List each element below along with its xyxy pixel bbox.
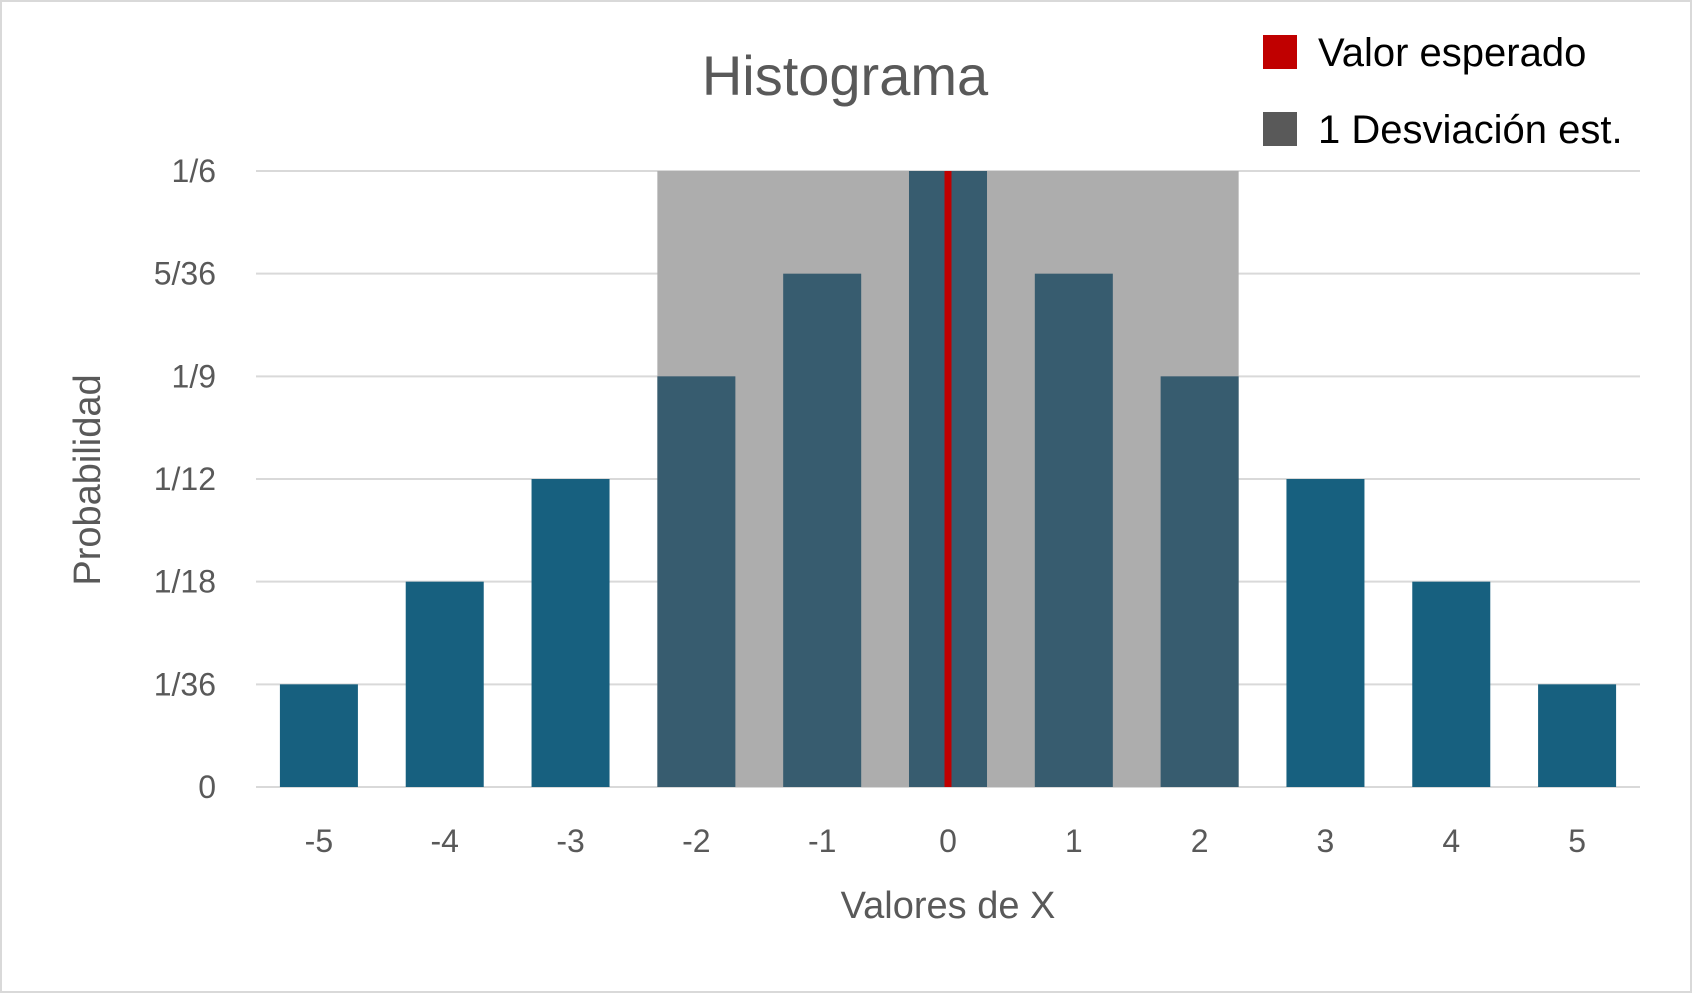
y-tick-label: 1/36 (154, 666, 216, 702)
bar-4 (1412, 581, 1491, 787)
y-tick-label: 1/12 (154, 461, 216, 497)
legend-swatch (1263, 35, 1297, 69)
y-axis-tick-labels: 0 1/36 1/18 1/12 1/9 5/36 1/6 (154, 153, 216, 805)
x-tick-label: 4 (1442, 823, 1460, 859)
bar--5 (279, 684, 358, 787)
x-tick-label: 2 (1191, 823, 1209, 859)
x-tick-label: -2 (682, 823, 710, 859)
x-tick-label: -3 (556, 823, 584, 859)
legend-swatch (1263, 112, 1297, 146)
bar--2 (657, 376, 736, 787)
bar-5 (1538, 684, 1617, 787)
x-tick-label: 5 (1568, 823, 1586, 859)
y-axis-title: Probabilidad (67, 374, 109, 585)
bar-1 (1034, 273, 1113, 787)
x-axis-title: Valores de X (841, 885, 1056, 927)
x-tick-label: -4 (431, 823, 459, 859)
y-tick-label: 1/18 (154, 564, 216, 600)
legend-label: Valor esperado (1318, 31, 1586, 75)
y-tick-label: 0 (198, 769, 216, 805)
y-tick-label: 1/9 (172, 358, 216, 394)
x-tick-label: 1 (1065, 823, 1083, 859)
y-tick-label: 1/6 (172, 153, 216, 189)
legend: Valor esperado 1 Desviación est. (1263, 31, 1623, 152)
bar-3 (1286, 479, 1365, 787)
x-tick-label: 0 (939, 823, 957, 859)
x-tick-label: -5 (305, 823, 333, 859)
x-axis-tick-labels: -5 -4 -3 -2 -1 0 1 2 3 4 5 (305, 823, 1586, 859)
bar--3 (531, 479, 610, 787)
legend-label: 1 Desviación est. (1318, 108, 1623, 152)
bar--1 (783, 273, 862, 787)
bar-2 (1160, 376, 1239, 787)
x-tick-label: 3 (1317, 823, 1335, 859)
x-tick-label: -1 (808, 823, 836, 859)
y-tick-label: 5/36 (154, 256, 216, 292)
chart-title: Histograma (702, 44, 989, 107)
bar--4 (405, 581, 484, 787)
